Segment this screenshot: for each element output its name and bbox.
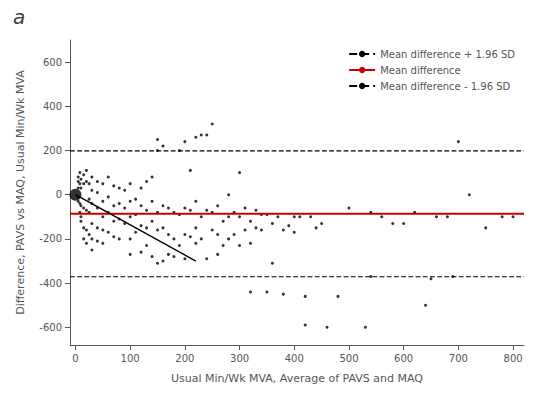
svg-text:800: 800 — [504, 353, 523, 364]
svg-text:700: 700 — [449, 353, 468, 364]
svg-text:Mean difference: Mean difference — [380, 65, 461, 76]
svg-text:Difference, PAVS vs MAQ, Usual: Difference, PAVS vs MAQ, Usual Min/Wk MV… — [14, 70, 27, 315]
svg-text:Mean difference - 1.96 SD: Mean difference - 1.96 SD — [380, 81, 510, 92]
svg-text:200: 200 — [43, 145, 62, 156]
svg-text:0: 0 — [72, 353, 78, 364]
svg-text:-200: -200 — [39, 233, 62, 244]
svg-text:400: 400 — [43, 101, 62, 112]
svg-text:Usual Min/Wk MVA, Average of P: Usual Min/Wk MVA, Average of PAVS and MA… — [171, 372, 423, 385]
svg-text:a: a — [13, 5, 25, 29]
svg-text:200: 200 — [175, 353, 194, 364]
svg-text:-400: -400 — [39, 278, 62, 289]
svg-text:100: 100 — [121, 353, 140, 364]
svg-text:600: 600 — [43, 57, 62, 68]
svg-text:Mean difference + 1.96 SD: Mean difference + 1.96 SD — [380, 49, 515, 60]
svg-text:300: 300 — [230, 353, 249, 364]
svg-text:0: 0 — [56, 189, 62, 200]
svg-text:-600: -600 — [39, 322, 62, 333]
svg-text:600: 600 — [394, 353, 413, 364]
svg-text:400: 400 — [285, 353, 304, 364]
svg-text:500: 500 — [339, 353, 358, 364]
